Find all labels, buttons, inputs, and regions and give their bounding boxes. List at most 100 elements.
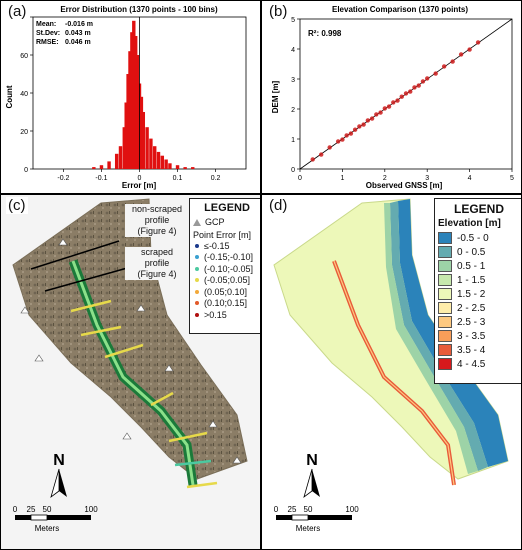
histogram-bar [175,165,180,169]
scatter-point [403,91,409,96]
point-error-title: Point Error [m] [193,230,252,240]
panel-b: (b) Elevation Comparison (1370 points) 0… [261,0,522,194]
scatter-point [391,100,396,105]
r2-label: R²: 0.998 [308,29,342,38]
error-dot-icon [195,312,199,317]
scraped-annotation: scraped profile (Figure 4) [125,247,189,280]
histogram-bar [99,165,104,169]
color-swatch-icon [438,302,452,314]
legend-d-item: 2 - 2.5 [438,301,520,315]
histogram-bar [132,20,136,169]
legend-c-item-label: >0.15 [204,309,227,320]
x-tick-label: 0 [298,175,302,182]
y-tick-label: 40 [20,91,28,98]
legend-title: LEGEND [453,202,504,216]
svg-text:Meters: Meters [296,524,320,533]
histogram-bar [153,146,157,169]
scatter-point [378,110,383,115]
color-swatch-icon [438,260,452,272]
color-swatch-icon [438,246,452,258]
svg-text:0: 0 [13,505,18,514]
legend-d-item: 0.5 - 1 [438,259,520,273]
legend-d-item-label: 0 - 0.5 [457,246,486,258]
scatter-point [408,89,413,94]
color-swatch-icon [438,316,452,328]
histogram-bar [145,127,149,169]
histogram-chart: Error Distribution (1370 points - 100 bi… [5,5,247,190]
scatter-point [374,112,379,117]
error-dot-icon [195,278,199,283]
legend-c-item-label: (-0.10;-0.05] [204,263,254,274]
histogram-bar [141,112,146,169]
scatter-point [335,139,341,144]
panel-d: (d) N 0 25 50 100 Meters LEGEND Elevatio… [261,194,522,550]
scatter-point [365,118,371,123]
histogram-bar [124,102,128,169]
y-tick-label: 5 [291,17,295,24]
legend-c-item: (-0.05;0.05] [193,275,260,287]
legend-d-item: 1 - 1.5 [438,273,520,287]
legend-c: LEGEND GCP Point Error [m] ≤-0.15 (-0.15;… [189,198,260,334]
scale-bar: 0 25 50 100 Meters [274,505,359,533]
y-axis-label: DEM [m] [271,80,280,113]
svg-text:25: 25 [27,505,36,514]
scatter-point [386,104,392,109]
scatter-point [412,85,417,90]
x-tick-label: 0.1 [173,175,183,182]
scatter-chart: Elevation Comparison (1370 points) 0 1 2 3 4… [271,5,514,190]
histogram-bar [126,74,130,169]
legend-subtitle: Elevation [m] [438,218,501,229]
legend-d-item-label: 2 - 2.5 [457,302,486,314]
scatter-point [361,122,366,127]
histogram-bar [92,167,96,169]
scatter-point [450,59,455,64]
y-tick-label: 1 [291,137,295,144]
x-tick-label: 1 [340,175,344,182]
scatter-point [433,71,438,76]
svg-text:Meters: Meters [35,524,59,533]
scatter-point [382,106,387,111]
legend-d-item: 4 - 4.5 [438,357,520,371]
error-dot-icon [195,255,199,260]
legend-d-item-label: 2.5 - 3 [457,316,486,328]
y-tick-label: 0 [24,167,28,174]
scatter-point [344,133,349,138]
panel-a-label: (a) [6,3,29,20]
scatter-point [327,145,332,150]
legend-d-item-label: 3 - 3.5 [457,330,486,342]
scatter-point [352,127,358,132]
error-dot-icon [195,301,199,306]
svg-text:0: 0 [274,505,279,514]
legend-c-item: ≤-0.15 [193,240,260,252]
histogram-bar [133,36,138,169]
error-dot-icon [195,243,199,248]
chart-title: Error Distribution (1370 points - 100 bi… [60,5,218,14]
histogram-bar [135,55,140,169]
stat-value: -0.016 m [65,21,93,28]
x-tick-label: 0 [138,175,142,182]
legend-d-item: 1.5 - 2 [438,287,520,301]
histogram-bar [122,127,126,169]
nonscraped-profile-line [30,240,120,270]
x-tick-label: -0.2 [57,175,69,182]
histogram-bar [118,146,123,169]
north-arrow: N [303,452,320,499]
svg-text:N: N [53,452,65,469]
gcp-label: GCP [205,217,225,227]
color-swatch-icon [438,232,452,244]
histogram-bar [130,32,134,170]
scatter-point [357,124,362,129]
svg-text:25: 25 [288,505,297,514]
legend-c-item: (-0.10;-0.05] [193,263,260,275]
y-tick-label: 60 [20,53,28,60]
point-error-markers [70,299,218,489]
y-tick-label: 4 [291,47,295,54]
stat-value: 0.046 m [65,39,91,46]
histogram-bar [114,153,119,169]
color-swatch-icon [438,274,452,286]
orthophoto-map: N 0 25 50 100 Meters [12,198,248,533]
x-tick-label: 0.2 [211,175,221,182]
stat-label: Mean: [36,21,56,28]
svg-text:100: 100 [84,505,98,514]
lowland-strip [398,199,508,467]
